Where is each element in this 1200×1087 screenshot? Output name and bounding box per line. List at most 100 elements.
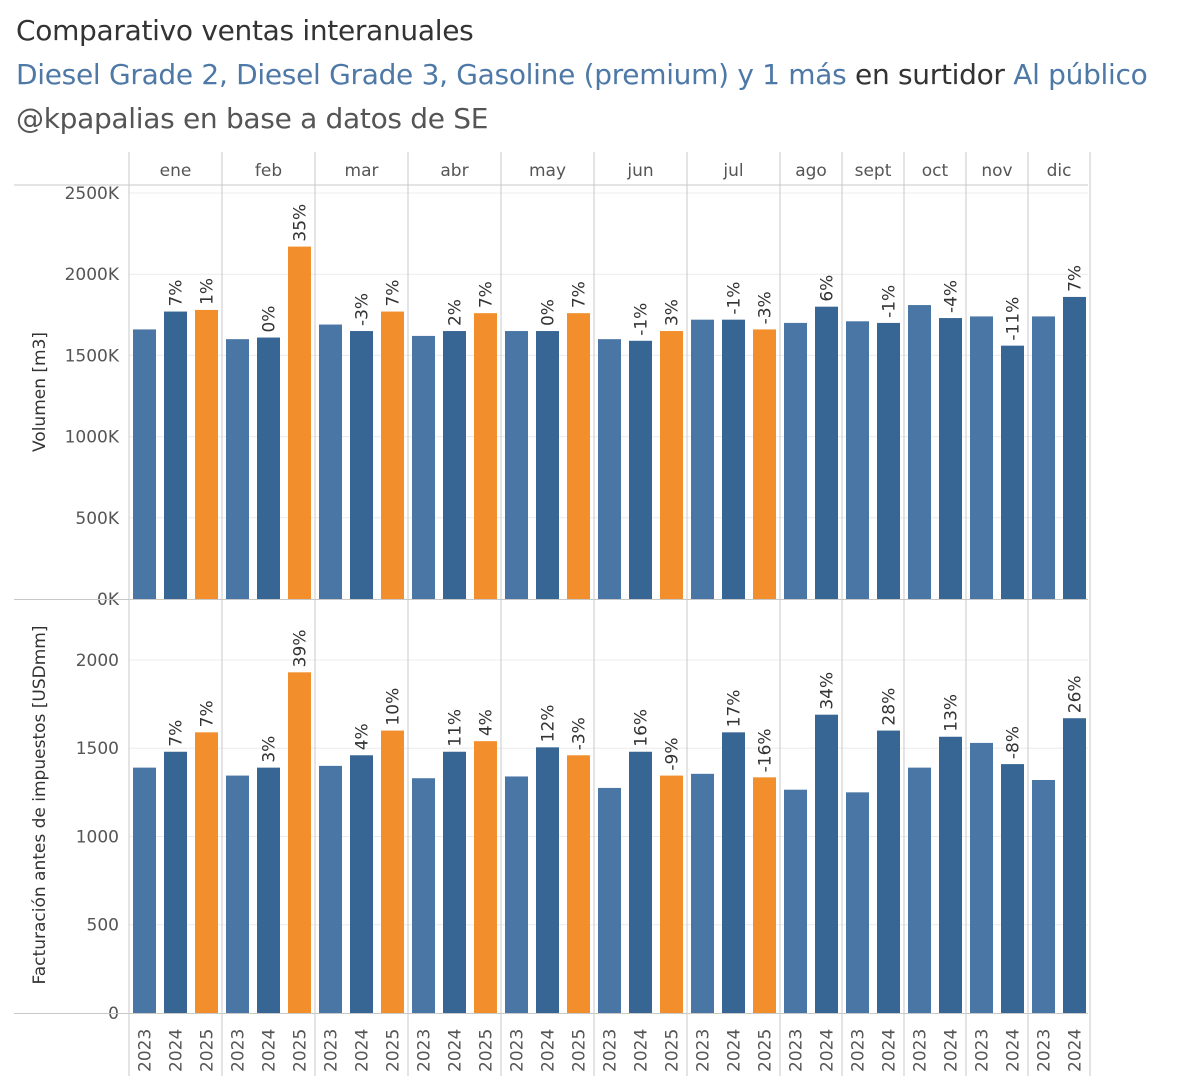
bar-2024-nov (1001, 764, 1024, 1013)
month-label-jul: jul (722, 161, 743, 181)
subtitle-products[interactable]: Diesel Grade 2, Diesel Grade 3, Gasoline… (16, 58, 847, 91)
subtitle-channel[interactable]: Al público (1013, 58, 1148, 91)
bar-2025-feb (288, 672, 311, 1013)
bar-2023-jun (598, 787, 621, 1013)
year-label: 2023 (508, 1029, 528, 1072)
bar-2023-mar (319, 765, 342, 1013)
data-label: 7% (167, 720, 187, 747)
year-label: 2023 (322, 1029, 342, 1072)
bar-2024-oct (939, 736, 962, 1013)
month-label-oct: oct (922, 161, 949, 181)
bar-2023-jun (598, 339, 621, 599)
month-label-dic: dic (1047, 161, 1072, 181)
bar-2024-jul (722, 732, 745, 1013)
year-label: 2025 (663, 1029, 683, 1072)
data-label: 10% (384, 688, 404, 726)
year-label: 2025 (570, 1029, 590, 1072)
bar-2023-nov (970, 316, 993, 599)
bar-2025-jul (753, 777, 776, 1013)
bar-2023-nov (970, 742, 993, 1013)
data-label: 35% (291, 204, 311, 242)
bar-2024-mar (350, 331, 373, 599)
bar-2024-ene (164, 311, 187, 599)
year-label: 2024 (632, 1029, 652, 1072)
year-label: 2023 (849, 1029, 869, 1072)
year-label: 2024 (1004, 1029, 1024, 1072)
year-label: 2024 (539, 1029, 559, 1072)
data-label: -3% (756, 291, 776, 324)
bar-2024-abr (443, 751, 466, 1013)
y-tick-label: 1500 (76, 739, 119, 759)
bar-2023-jul (691, 773, 714, 1013)
year-label: 2023 (136, 1029, 156, 1072)
year-label: 2023 (601, 1029, 621, 1072)
data-label: 0% (260, 306, 280, 333)
bar-2023-may (505, 331, 528, 599)
bar-2024-sept (877, 730, 900, 1013)
data-label: 34% (818, 672, 838, 710)
bar-2023-ene (133, 329, 156, 599)
year-label: 2023 (973, 1029, 993, 1072)
year-label: 2025 (198, 1029, 218, 1072)
bar-2024-may (536, 331, 559, 599)
y-axis-title-2: Facturación antes de impuestos [USDmm] (30, 626, 50, 985)
data-label: 2% (446, 299, 466, 326)
bar-2025-mar (381, 730, 404, 1013)
year-label: 2023 (229, 1029, 249, 1072)
y-tick-label: 500K (75, 509, 119, 529)
year-label: 2024 (818, 1029, 838, 1072)
y-tick-label: 2500K (65, 184, 120, 204)
bar-2024-ago (815, 714, 838, 1013)
y-tick-label: 1500K (65, 346, 120, 366)
y-tick-label: 1000K (65, 428, 120, 448)
bar-2025-may (567, 755, 590, 1013)
bar-2023-ago (784, 789, 807, 1013)
y-tick-label: 2000K (65, 265, 120, 285)
year-label: 2024 (446, 1029, 466, 1072)
bar-2023-oct (908, 305, 931, 599)
month-label-feb: feb (255, 161, 282, 181)
bar-2023-feb (226, 775, 249, 1013)
bar-2024-jun (629, 751, 652, 1013)
bar-2025-may (567, 313, 590, 599)
data-label: -11% (1004, 297, 1024, 341)
bar-2025-jul (753, 329, 776, 599)
bar-2024-jun (629, 340, 652, 599)
month-label-ene: ene (160, 161, 192, 181)
bar-2024-nov (1001, 345, 1024, 599)
data-label: 7% (198, 700, 218, 727)
data-label: -4% (942, 280, 962, 313)
data-label: -8% (1004, 726, 1024, 759)
bar-2023-may (505, 776, 528, 1013)
year-label: 2024 (725, 1029, 745, 1072)
y-tick-label: 500 (87, 916, 119, 936)
bar-2023-abr (412, 335, 435, 599)
data-label: 6% (818, 275, 838, 302)
data-label: 7% (570, 281, 590, 308)
bar-2024-ene (164, 751, 187, 1013)
year-label: 2024 (260, 1029, 280, 1072)
chart-title: Comparativo ventas interanuales (16, 14, 474, 47)
bar-2024-sept (877, 322, 900, 599)
month-label-jun: jun (626, 161, 653, 181)
year-label: 2023 (694, 1029, 714, 1072)
bar-2024-feb (257, 767, 280, 1013)
data-label: -1% (632, 303, 652, 336)
month-label-mar: mar (345, 161, 379, 181)
data-label: 3% (663, 299, 683, 326)
y-tick-label: 2000 (76, 651, 119, 671)
data-label: 28% (880, 688, 900, 726)
year-label: 2025 (291, 1029, 311, 1072)
data-label: 4% (353, 723, 373, 750)
bar-2025-abr (474, 313, 497, 599)
month-label-ago: ago (795, 161, 827, 181)
bar-2024-dic (1063, 718, 1086, 1013)
data-label: 11% (446, 709, 466, 747)
bar-2024-mar (350, 755, 373, 1013)
bar-2023-mar (319, 324, 342, 599)
y-axis-title-1: Volumen [m3] (30, 332, 50, 452)
year-label: 2024 (353, 1029, 373, 1072)
bar-2023-feb (226, 339, 249, 599)
year-label: 2024 (167, 1029, 187, 1072)
